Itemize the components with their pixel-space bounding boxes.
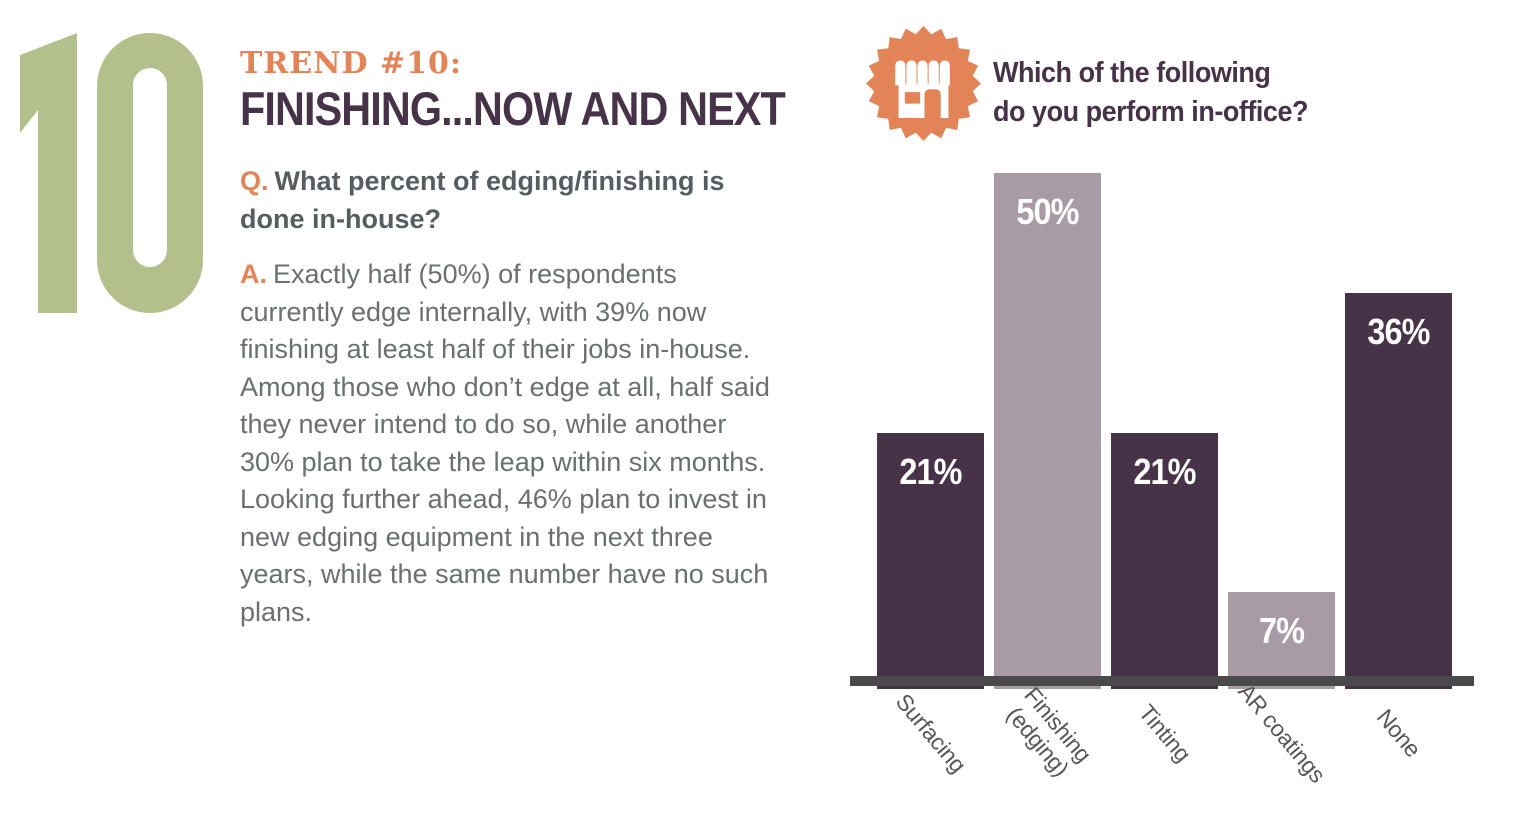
chart-bar: 50%	[994, 173, 1101, 689]
trend-kicker: TREND #10:	[240, 46, 462, 81]
answer-text: Exactly half (50%) of respondents curren…	[240, 259, 770, 627]
chart-title: Which of the following do you perform in…	[993, 54, 1308, 132]
bar-value-label: 21%	[1133, 451, 1196, 492]
headline-text: FINISHING...NOW AND NEXT	[240, 82, 786, 135]
answer-marker: A.	[240, 259, 267, 289]
trend-number-graphic: 10	[20, 33, 203, 318]
question-block: Q. What percent of edging/finishing is do…	[240, 162, 768, 238]
question-text: What percent of edging/finishing is done…	[240, 166, 725, 234]
storefront-icon	[866, 26, 981, 141]
chart-bar: 21%	[1111, 433, 1218, 689]
chart-bar: 36%	[1345, 293, 1452, 689]
storefront-badge-icon	[866, 26, 981, 146]
answer-block: A. Exactly half (50%) of respondents curr…	[240, 256, 770, 631]
headline: FINISHING...NOW AND NEXT	[240, 84, 859, 134]
bar-value-label: 36%	[1367, 311, 1430, 352]
chart-bar: 21%	[877, 433, 984, 689]
bar-value-label: 21%	[899, 451, 962, 492]
bar-value-label: 7%	[1258, 610, 1305, 651]
bar-value-label: 50%	[1016, 191, 1079, 232]
x-axis-line	[850, 676, 1474, 686]
question-marker: Q.	[240, 166, 269, 196]
numeral-10-icon	[20, 33, 203, 313]
chart-title-line2: do you perform in-office?	[993, 96, 1309, 128]
chart-title-line1: Which of the following	[993, 57, 1271, 89]
chart-bar: 7%	[1228, 592, 1335, 689]
